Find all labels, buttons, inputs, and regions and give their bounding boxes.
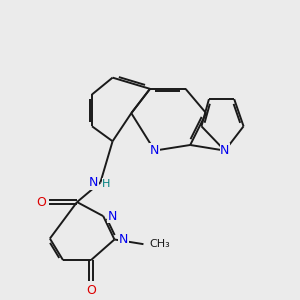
Text: O: O [86,284,96,297]
Text: O: O [37,196,46,208]
Text: N: N [150,144,159,157]
Text: CH₃: CH₃ [149,239,170,249]
Text: N: N [220,144,230,157]
Text: N: N [89,176,98,189]
Text: H: H [102,179,111,189]
Text: N: N [107,210,117,223]
Text: N: N [119,233,128,246]
